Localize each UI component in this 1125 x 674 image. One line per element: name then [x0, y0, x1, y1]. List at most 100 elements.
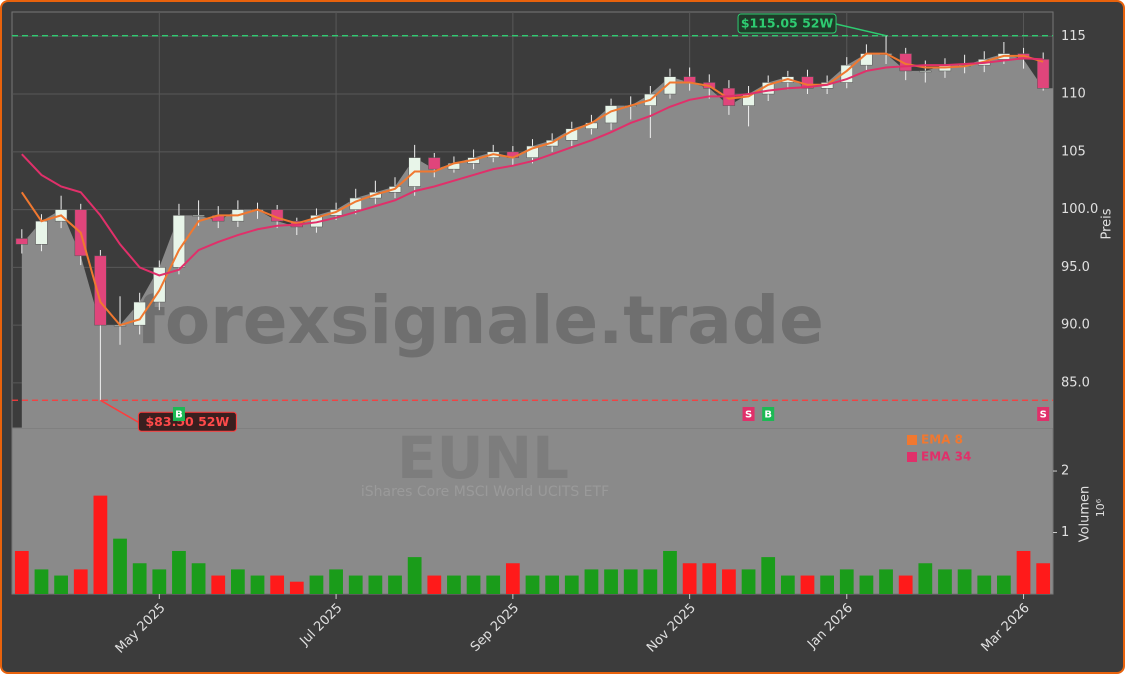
x-tick-label: Nov 2025 [644, 601, 699, 656]
candle-body [1037, 59, 1050, 89]
annotation-arrow [100, 399, 139, 423]
y-tick-label: 115 [1061, 29, 1086, 44]
signal-label: B [764, 410, 772, 421]
volume-bar [34, 569, 49, 594]
volume-bar [505, 563, 520, 594]
close-area [21, 53, 1053, 428]
volume-bar [447, 575, 461, 594]
volume-bar [918, 563, 933, 594]
signal-marker [742, 407, 755, 421]
volume-bar [191, 563, 206, 594]
volume-bar [270, 575, 285, 594]
ema-line [20, 52, 1044, 327]
annotation-arrow [835, 23, 887, 37]
chart-subtitle: iShares Core MSCI World UCITS ETF [361, 484, 609, 500]
volume-bar [407, 557, 422, 594]
volume-bar [623, 569, 638, 594]
y-tick-label: 1 [1061, 525, 1069, 540]
volume-bar [545, 575, 560, 594]
annotation-label: $83.50 52W [145, 414, 229, 429]
volume-bar [525, 575, 540, 594]
volume-bar [1036, 563, 1051, 594]
volume-bar [309, 575, 324, 594]
volume-bar [997, 575, 1011, 594]
legend-swatch [907, 435, 917, 445]
y-axis-unit: 10⁶ [1094, 498, 1107, 517]
candle-body [133, 301, 146, 326]
x-tick-label: Sep 2025 [468, 601, 522, 655]
annotation-label: $115.05 52W [741, 16, 834, 31]
chart-title: EUNL [397, 424, 569, 492]
volume-bar [859, 575, 874, 594]
volume-bar [132, 563, 147, 594]
y-tick-label: 2 [1061, 464, 1069, 479]
candle-body [899, 53, 912, 72]
volume-bar [780, 575, 795, 594]
x-tick-label: Mar 2026 [979, 601, 1033, 655]
volume-bar [800, 575, 815, 594]
candle-body [192, 215, 205, 217]
candle-body [15, 238, 28, 245]
candle-body [428, 157, 441, 170]
volume-bar [957, 569, 972, 594]
volume-bar [388, 575, 402, 594]
volume-bar [682, 563, 697, 594]
volume-bar [879, 569, 893, 594]
y-tick-label: 90.0 [1061, 318, 1090, 333]
volume-bar [152, 569, 167, 594]
signal-label: S [745, 410, 752, 421]
legend-swatch [907, 452, 917, 462]
y-tick-label: 95.0 [1061, 260, 1090, 275]
volume-bar [564, 575, 579, 594]
x-tick-label: Jul 2025 [297, 601, 346, 650]
volume-bar [113, 538, 127, 594]
volume-bar [231, 569, 245, 594]
volume-bar [54, 575, 68, 594]
volume-bar [486, 575, 501, 594]
candle-body [94, 255, 107, 326]
signal-label: S [1040, 410, 1047, 421]
volume-bar [604, 569, 618, 594]
candle-body [919, 70, 932, 73]
watermark: forexsignale.trade [136, 282, 824, 359]
volume-bar [289, 581, 304, 594]
volume-bar [702, 563, 717, 594]
signal-label: B [175, 410, 183, 421]
annotation-box [137, 411, 237, 432]
volume-bar [741, 569, 756, 594]
volume-bar [73, 569, 88, 594]
volume-bar [466, 575, 481, 594]
ema-line [21, 57, 1044, 277]
volume-bar [761, 557, 776, 594]
candle-body [840, 64, 853, 83]
volume-bar [977, 575, 992, 594]
volume-bar [584, 569, 599, 594]
volume-bar [938, 569, 952, 594]
volume-bar [898, 575, 913, 594]
y-tick-label: 105 [1061, 144, 1086, 159]
volume-bar [643, 569, 658, 594]
signal-marker [172, 407, 185, 421]
x-tick-label: May 2025 [113, 601, 169, 657]
x-tick-label: Jan 2026 [804, 601, 856, 653]
volume-bar [211, 575, 226, 594]
signal-marker [762, 407, 775, 421]
candle-body [860, 53, 873, 66]
y-tick-label: 110 [1061, 87, 1086, 102]
y-axis-label: Volumen [1078, 486, 1093, 543]
volume-bar [427, 575, 442, 594]
y-axis-label: Preis [1100, 208, 1115, 239]
legend-label: EMA 8 [921, 433, 963, 447]
candle-body [663, 76, 677, 95]
volume-bar [348, 575, 363, 594]
volume-bar [368, 575, 383, 594]
volume-bar [1016, 550, 1031, 594]
volume-bar [14, 550, 29, 594]
y-tick-label: 85.0 [1061, 375, 1090, 390]
candle-body [153, 267, 166, 303]
volume-bar [722, 569, 736, 594]
legend-label: EMA 34 [921, 450, 971, 464]
candle-body [35, 220, 48, 245]
